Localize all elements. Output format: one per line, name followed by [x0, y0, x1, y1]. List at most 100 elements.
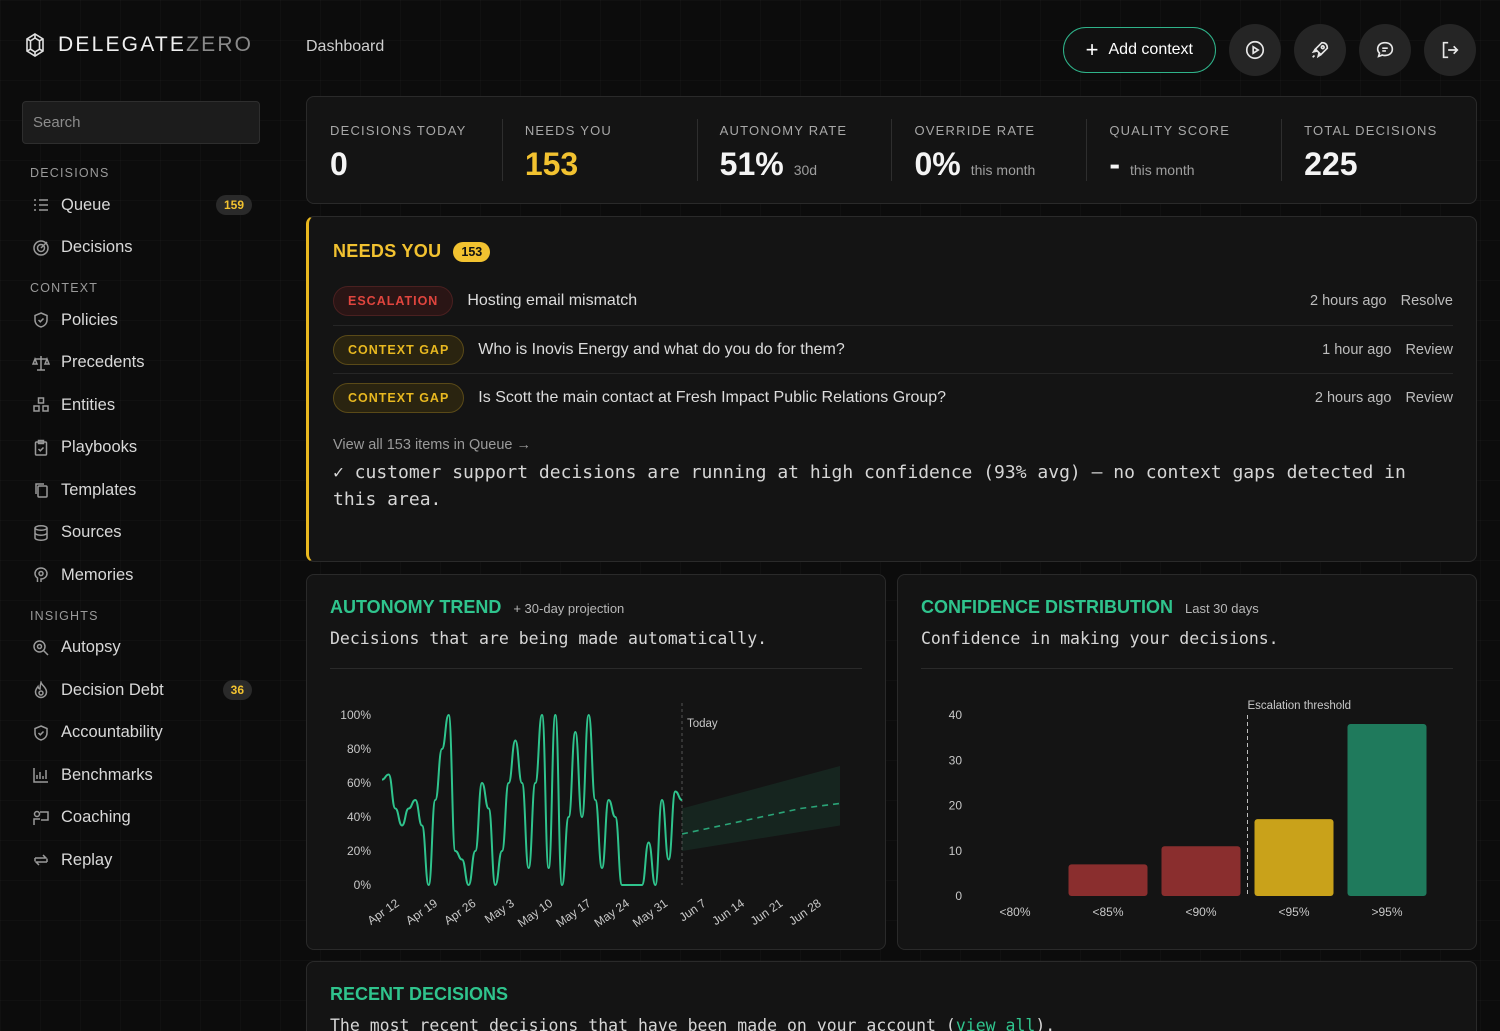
sidebar-item-benchmarks[interactable]: Benchmarks [22, 754, 262, 797]
autonomy-trend-description: Decisions that are being made automatica… [330, 629, 768, 648]
brand-logo[interactable]: DELEGATEZERO [22, 32, 253, 58]
stat-value: 0 [330, 146, 348, 182]
sidebar-item-decisions[interactable]: Decisions [22, 227, 262, 270]
brand-name-secondary: ZERO [186, 33, 254, 56]
logout-button[interactable] [1424, 24, 1476, 76]
autonomy-trend-chart: 100% 80% 60% 40% 20% 0% Today Apr 12 Apr 19 Apr 2… [340, 703, 841, 930]
x-category-label: >95% [1371, 905, 1402, 919]
today-label: Today [687, 718, 718, 730]
bar-<95% [1254, 819, 1334, 896]
sidebar-item-label: Templates [61, 480, 137, 499]
y-tick-label: 20% [347, 844, 371, 858]
escalation-threshold-label: Escalation threshold [1248, 700, 1352, 712]
autonomy-trend-header: AUTONOMY TREND + 30-day projection [330, 597, 624, 618]
sidebar-item-label: Precedents [61, 353, 145, 372]
y-tick-label: 40% [347, 810, 371, 824]
y-tick-label: 0% [354, 878, 372, 892]
x-tick-label: May 17 [553, 896, 594, 930]
stat-value: 153 [524, 146, 579, 182]
y-tick-label: 100% [340, 708, 371, 722]
stat-label: AUTONOMY RATE [719, 123, 848, 138]
sidebar-item-accountability[interactable]: Accountability [22, 712, 262, 755]
needs-you-item-text[interactable]: Who is Inovis Energy and what do you do … [478, 340, 845, 358]
play-circle-icon [1245, 40, 1265, 60]
sidebar-item-precedents[interactable]: Precedents [22, 342, 262, 385]
sidebar-item-templates[interactable]: Templates [22, 469, 262, 512]
confidence-distribution-header: CONFIDENCE DISTRIBUTION Last 30 days [921, 597, 1259, 618]
divider [330, 668, 862, 669]
autonomy-trend-subtitle: + 30-day projection [513, 601, 625, 616]
review-link[interactable]: Review [1405, 389, 1453, 406]
escalation-tag: ESCALATION [333, 286, 454, 316]
view-all-decisions-link[interactable]: view all [955, 1016, 1036, 1031]
x-tick-label: Jun 14 [709, 896, 747, 928]
sidebar-item-autopsy[interactable]: Autopsy [22, 627, 262, 670]
sidebar-item-replay[interactable]: Replay [22, 839, 262, 882]
y-tick-label: 60% [347, 776, 371, 790]
review-link[interactable]: Review [1405, 341, 1453, 358]
stat-total-decisions: TOTAL DECISIONS 225 [1281, 97, 1476, 203]
stat-needs-you[interactable]: NEEDS YOU 153 [501, 97, 697, 203]
x-tick-label: Apr 12 [365, 896, 402, 928]
needs-you-item[interactable]: CONTEXT GAP Is Scott the main contact at… [333, 373, 1453, 421]
needs-you-item-time: 2 hours ago [1314, 389, 1392, 406]
needs-you-item[interactable]: CONTEXT GAP Who is Inovis Energy and wha… [333, 325, 1453, 373]
x-tick-label: Apr 19 [403, 896, 440, 928]
confidence-distribution-title: CONFIDENCE DISTRIBUTION [921, 597, 1173, 617]
bar->95% [1347, 724, 1427, 896]
sidebar-item-policies[interactable]: Policies [22, 299, 262, 342]
shield-icon [34, 312, 48, 329]
sidebar-item-sources[interactable]: Sources [22, 512, 262, 555]
stat-autonomy-rate: AUTONOMY RATE 51% 30d [696, 97, 892, 203]
bar-chart-icon [33, 768, 48, 783]
stat-value: 51% [719, 146, 784, 182]
confidence-distribution-description: Confidence in making your decisions. [921, 629, 1279, 648]
search-input[interactable] [22, 101, 260, 144]
plus-icon: + [1085, 37, 1099, 62]
needs-you-item[interactable]: ESCALATION Hosting email mismatch 2 hour… [333, 277, 1453, 325]
sidebar-item-queue[interactable]: Queue 159 [22, 184, 262, 227]
play-button[interactable] [1229, 24, 1281, 76]
logout-icon [1442, 41, 1459, 59]
sidebar-item-playbooks[interactable]: Playbooks [22, 427, 262, 470]
sidebar: DECISIONS Queue 159 Decisions CONTEXT Po… [22, 101, 262, 882]
needs-you-item-text[interactable]: Hosting email mismatch [467, 292, 638, 309]
stat-quality-score: QUALITY SCORE - this month [1086, 97, 1281, 203]
breadcrumb: Dashboard [306, 38, 385, 55]
launch-button[interactable] [1294, 24, 1346, 76]
sidebar-item-entities[interactable]: Entities [22, 384, 262, 427]
x-tick-label: May 24 [592, 896, 633, 930]
x-category-label: <90% [1185, 905, 1216, 919]
stat-label: NEEDS YOU [524, 123, 612, 138]
confidence-distribution-chart: 40 30 20 10 0 <80% <85% <90% <95% >95% Escalation … [949, 700, 1427, 919]
stat-sub: 30d [793, 162, 818, 178]
stat-label: TOTAL DECISIONS [1304, 123, 1438, 138]
chat-button[interactable] [1359, 24, 1411, 76]
sidebar-item-label: Entities [61, 395, 116, 414]
copy-icon [35, 483, 48, 498]
sidebar-item-coaching[interactable]: Coaching [22, 797, 262, 840]
add-context-label: Add context [1108, 41, 1194, 58]
recent-decisions-prefix: The most recent decisions that have been… [330, 1016, 956, 1031]
recent-decisions-card: RECENT DECISIONS The most recent decisio… [306, 961, 1477, 1031]
y-tick-label: 0 [955, 889, 962, 903]
y-tick-label: 40 [949, 708, 963, 722]
magnifier-icon [33, 640, 49, 656]
x-tick-label: May 31 [630, 896, 671, 930]
sidebar-item-decision-debt[interactable]: Decision Debt 36 [22, 669, 262, 712]
resolve-link[interactable]: Resolve [1400, 293, 1453, 309]
needs-you-item-text[interactable]: Is Scott the main contact at Fresh Impac… [478, 388, 947, 406]
replay-icon [34, 854, 48, 866]
stat-value: 0% [914, 146, 961, 182]
database-icon [34, 524, 48, 541]
add-context-button[interactable]: + Add context [1062, 27, 1216, 73]
autonomy-trend-title: AUTONOMY TREND [330, 597, 502, 617]
view-all-queue-link[interactable]: View all 153 items in Queue → [333, 437, 532, 453]
sidebar-item-label: Sources [61, 523, 122, 542]
confidence-note: ✓ customer support decisions are running… [333, 462, 1406, 510]
sidebar-item-memories[interactable]: Memories [22, 554, 262, 597]
stat-sub: this month [1129, 162, 1195, 178]
top-actions: + Add context [1062, 24, 1476, 76]
recent-decisions-description: The most recent decisions that have been… [330, 1016, 1055, 1031]
sidebar-item-label: Queue [61, 195, 111, 214]
